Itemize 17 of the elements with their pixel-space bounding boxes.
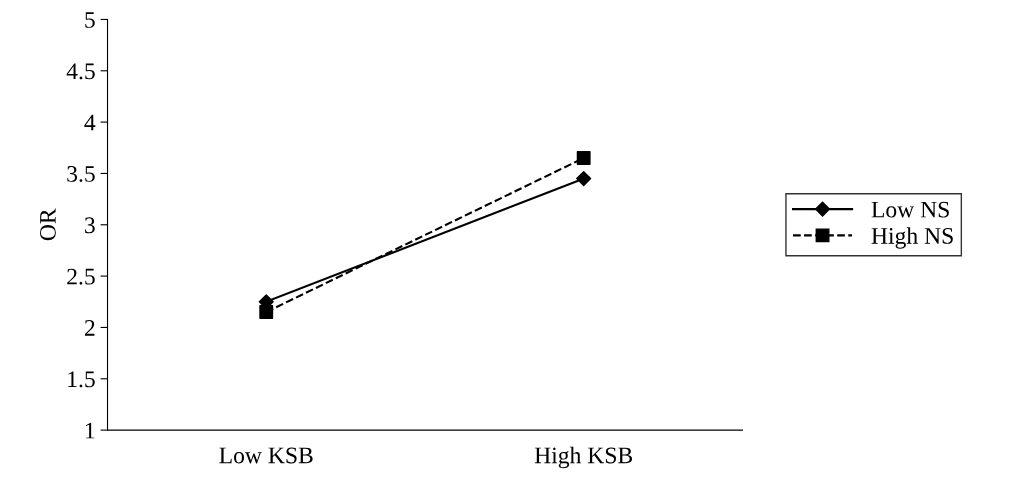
y-tick-label: 4.5 [66, 63, 95, 80]
x-tick-label: High KSB [534, 446, 633, 469]
y-axis-title: OR [39, 208, 56, 241]
y-tick-label: 3 [85, 217, 95, 234]
point [259, 305, 274, 319]
point [576, 171, 592, 187]
y-tick-label: 2.5 [67, 268, 95, 285]
y-tick-label: 3.5 [67, 166, 95, 182]
y-tick-label: 4 [84, 114, 96, 131]
y-tick-label: 2 [84, 320, 95, 336]
y-tick-label: 1 [85, 422, 95, 439]
y-tick-label: 5 [85, 12, 95, 28]
x-tick-label: Low KSB [219, 447, 313, 464]
legend-label: High NS [871, 227, 953, 249]
legend-label: Low NS [871, 201, 949, 218]
y-tick-label: 1.5 [68, 371, 95, 388]
point [576, 151, 591, 165]
